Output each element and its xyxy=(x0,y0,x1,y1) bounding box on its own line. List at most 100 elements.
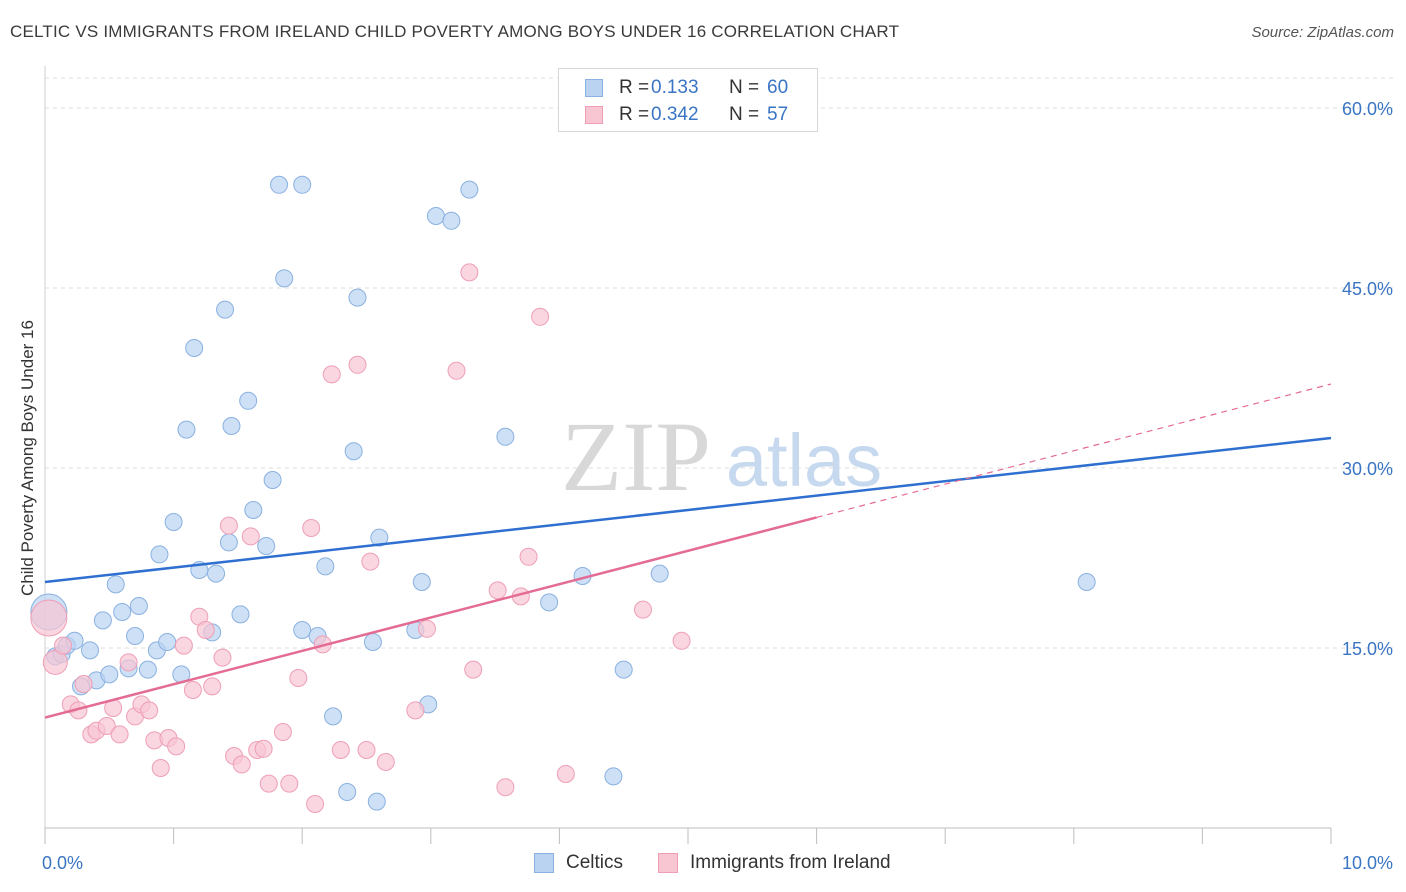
celtics-point xyxy=(150,545,169,564)
ireland-point xyxy=(464,660,483,679)
ireland-point xyxy=(54,636,73,655)
correlation-legend: R = 0.133 N = 60 R = 0.342 N = 57 xyxy=(558,68,818,132)
ireland-point xyxy=(273,723,292,741)
r-label: R = xyxy=(619,104,650,125)
ireland-point xyxy=(376,753,395,771)
ireland-point xyxy=(232,755,251,774)
celtics-point xyxy=(316,557,335,576)
ireland-point xyxy=(119,653,138,672)
celtics-point xyxy=(164,513,183,531)
ireland-point xyxy=(331,741,350,759)
celtics-point xyxy=(138,660,157,679)
ireland-point xyxy=(348,355,367,374)
ireland-legend-label: Immigrants from Ireland xyxy=(690,852,891,873)
celtics-point xyxy=(222,417,241,435)
trend-lines xyxy=(44,383,1332,719)
x-tick-label: 0.0% xyxy=(42,853,83,873)
ireland-point xyxy=(496,778,515,797)
r-value: 0.133 xyxy=(651,77,699,98)
ireland-point xyxy=(74,675,93,693)
y-tick-label: 30.0% xyxy=(1342,459,1393,479)
celtics-point xyxy=(293,175,312,194)
ireland-point xyxy=(306,795,325,813)
ireland-point xyxy=(259,774,278,793)
celtics-point xyxy=(219,533,238,552)
n-value: 60 xyxy=(767,77,789,98)
chart-title: CELTIC VS IMMIGRANTS FROM IRELAND CHILD … xyxy=(10,22,900,41)
ireland-point xyxy=(488,581,507,600)
celtics-point xyxy=(177,420,196,439)
ireland-point xyxy=(97,717,116,735)
ireland-swatch xyxy=(585,106,603,124)
ireland-point xyxy=(556,765,575,783)
ireland-point xyxy=(531,307,550,326)
celtics-point xyxy=(367,792,386,811)
celtics-point xyxy=(1077,573,1096,591)
watermark-atlas: atlas xyxy=(726,419,882,502)
ireland-point xyxy=(254,739,273,758)
watermark-zip: ZIP xyxy=(561,401,711,512)
ireland-legend-swatch xyxy=(658,853,678,873)
celtics-point xyxy=(344,442,363,461)
celtics-point xyxy=(338,783,357,801)
celtics-point xyxy=(126,627,145,645)
celtics-point xyxy=(263,471,282,489)
ireland-point xyxy=(241,527,260,546)
ireland-point xyxy=(357,741,376,759)
ireland-point xyxy=(322,365,341,384)
celtics-point xyxy=(324,707,343,726)
n-label: N = xyxy=(729,104,760,125)
celtics-point xyxy=(614,660,633,679)
celtics-point xyxy=(412,573,431,591)
r-label: R = xyxy=(619,77,650,98)
celtics-legend-swatch xyxy=(534,853,554,873)
ireland-point xyxy=(280,774,299,793)
ireland-point xyxy=(110,725,129,744)
ireland-point xyxy=(289,669,308,687)
celtics-point xyxy=(293,621,312,639)
celtics-point xyxy=(207,564,226,583)
series-legend: Celtics Immigrants from Ireland xyxy=(0,852,1406,878)
celtics-trend-line xyxy=(44,436,1332,584)
celtics-point xyxy=(442,211,461,230)
celtics-legend-label: Celtics xyxy=(566,852,624,873)
ireland-trend-line xyxy=(44,516,817,719)
ireland-point xyxy=(672,631,691,650)
celtics-point xyxy=(257,537,276,555)
axes xyxy=(44,66,1332,844)
celtics-point xyxy=(270,175,289,194)
celtics-point xyxy=(604,767,623,786)
ireland-point xyxy=(42,649,68,675)
tick-labels: 15.0% 30.0% 45.0% 60.0% 0.0% 10.0% xyxy=(42,99,1393,873)
ireland-point xyxy=(302,519,321,537)
ireland-point xyxy=(203,677,222,696)
ireland-point xyxy=(213,648,232,667)
ireland-point xyxy=(183,681,202,699)
ireland-trend-extension xyxy=(816,383,1332,519)
celtics-point xyxy=(129,597,148,615)
ireland-point xyxy=(519,547,538,566)
celtics-point xyxy=(81,641,100,660)
y-tick-label: 60.0% xyxy=(1342,99,1393,119)
celtics-point xyxy=(460,180,479,199)
ireland-point xyxy=(30,599,68,637)
ireland-point xyxy=(196,621,215,639)
y-axis-title: Child Poverty Among Boys Under 16 xyxy=(18,320,37,596)
ireland-point xyxy=(361,552,380,571)
n-value: 57 xyxy=(767,104,789,125)
celtics-point xyxy=(426,207,445,225)
ireland-point xyxy=(406,701,425,720)
ireland-point xyxy=(460,263,479,282)
celtics-point xyxy=(185,339,204,357)
celtics-point xyxy=(275,269,294,288)
celtics-point xyxy=(231,605,250,624)
ireland-point xyxy=(174,636,193,655)
watermark: ZIP atlas xyxy=(561,401,882,512)
celtics-point xyxy=(370,528,389,547)
n-label: N = xyxy=(729,77,760,98)
celtics-point xyxy=(348,288,367,307)
source-credit: Source: ZipAtlas.com xyxy=(1251,24,1394,41)
ireland-point xyxy=(447,361,466,380)
celtics-point xyxy=(363,633,382,651)
